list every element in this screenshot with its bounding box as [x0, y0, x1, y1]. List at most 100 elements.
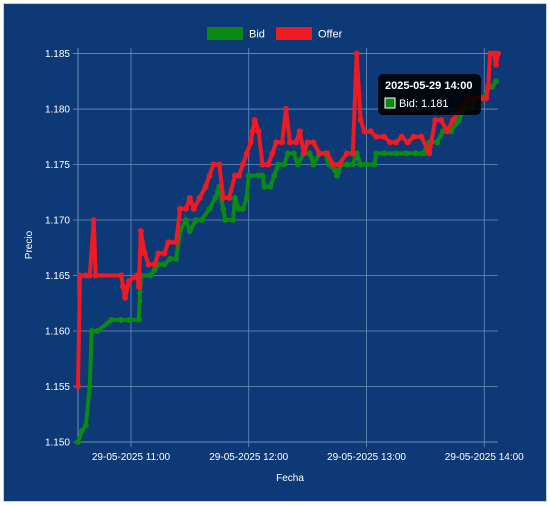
offer-point[interactable] [426, 150, 432, 156]
bid-point[interactable] [220, 206, 226, 212]
bid-point[interactable] [118, 317, 124, 323]
bid-point[interactable] [95, 328, 101, 334]
bid-point[interactable] [334, 173, 340, 179]
offer-point[interactable] [75, 384, 81, 390]
offer-point[interactable] [183, 206, 189, 212]
bid-point[interactable] [350, 162, 356, 168]
offer-point[interactable] [126, 278, 132, 284]
bid-point[interactable] [87, 384, 93, 390]
offer-point[interactable] [354, 51, 360, 57]
bid-point[interactable] [344, 162, 350, 168]
bid-point[interactable] [183, 217, 189, 223]
bid-point[interactable] [358, 162, 364, 168]
offer-point[interactable] [244, 150, 250, 156]
bid-point[interactable] [232, 195, 238, 201]
offer-point[interactable] [197, 195, 203, 201]
offer-point[interactable] [216, 162, 222, 168]
offer-point[interactable] [152, 261, 158, 267]
bid-point[interactable] [393, 150, 399, 156]
bid-point[interactable] [212, 195, 218, 201]
offer-point[interactable] [118, 273, 124, 279]
offer-point[interactable] [493, 62, 499, 68]
offer-point[interactable] [483, 95, 489, 101]
bid-point[interactable] [89, 328, 95, 334]
bid-point[interactable] [403, 150, 409, 156]
bid-point[interactable] [126, 317, 132, 323]
offer-point[interactable] [358, 117, 364, 123]
bid-point[interactable] [311, 162, 317, 168]
bid-point[interactable] [230, 217, 236, 223]
offer-point[interactable] [250, 128, 256, 134]
offer-point[interactable] [134, 273, 140, 279]
bid-point[interactable] [173, 256, 179, 262]
offer-point[interactable] [450, 117, 456, 123]
offer-point[interactable] [248, 139, 254, 145]
bid-point[interactable] [295, 162, 301, 168]
offer-point[interactable] [252, 117, 258, 123]
offer-point[interactable] [91, 217, 97, 223]
bid-point[interactable] [373, 150, 379, 156]
legend[interactable]: Bid Offer [207, 27, 343, 41]
offer-point[interactable] [387, 139, 393, 145]
bid-point[interactable] [75, 439, 81, 445]
offer-point[interactable] [367, 128, 373, 134]
bid-point[interactable] [307, 150, 313, 156]
bid-point[interactable] [259, 173, 265, 179]
offer-point[interactable] [220, 195, 226, 201]
bid-point[interactable] [152, 267, 158, 273]
offer-point[interactable] [142, 250, 148, 256]
offer-point[interactable] [273, 139, 279, 145]
offer-point[interactable] [485, 84, 491, 90]
offer-point[interactable] [283, 106, 289, 112]
offer-point[interactable] [495, 51, 501, 57]
bid-point[interactable] [193, 217, 199, 223]
offer-point[interactable] [146, 261, 152, 267]
offer-point[interactable] [120, 284, 126, 290]
offer-point[interactable] [350, 150, 356, 156]
offer-point[interactable] [187, 195, 193, 201]
offer-point[interactable] [177, 206, 183, 212]
bid-point[interactable] [281, 162, 287, 168]
bid-point[interactable] [271, 173, 277, 179]
offer-point[interactable] [381, 134, 387, 140]
bid-point[interactable] [413, 150, 419, 156]
bid-point[interactable] [275, 162, 281, 168]
bid-point[interactable] [261, 184, 267, 190]
bid-point[interactable] [206, 206, 212, 212]
bid-point[interactable] [108, 317, 114, 323]
offer-point[interactable] [138, 228, 144, 234]
offer-point[interactable] [405, 139, 411, 145]
offer-point[interactable] [305, 139, 311, 145]
offer-point[interactable] [411, 134, 417, 140]
offer-point[interactable] [344, 150, 350, 156]
bid-point[interactable] [434, 139, 440, 145]
offer-point[interactable] [161, 250, 167, 256]
offer-point[interactable] [311, 139, 317, 145]
bid-point[interactable] [246, 173, 252, 179]
offer-point[interactable] [293, 139, 299, 145]
bid-point[interactable] [364, 162, 370, 168]
offer-point[interactable] [393, 139, 399, 145]
offer-point[interactable] [136, 284, 142, 290]
offer-point[interactable] [226, 195, 232, 201]
offer-point[interactable] [191, 206, 197, 212]
offer-point[interactable] [259, 162, 265, 168]
offer-point[interactable] [444, 128, 450, 134]
bid-point[interactable] [240, 206, 246, 212]
offer-point[interactable] [287, 139, 293, 145]
offer-point[interactable] [297, 128, 303, 134]
bid-point[interactable] [381, 150, 387, 156]
offer-point[interactable] [87, 273, 93, 279]
bid-point[interactable] [420, 150, 426, 156]
bid-point[interactable] [222, 217, 228, 223]
bid-point[interactable] [187, 228, 193, 234]
offer-point[interactable] [93, 273, 99, 279]
legend-item-offer[interactable]: Offer [276, 27, 343, 41]
offer-point[interactable] [236, 173, 242, 179]
offer-point[interactable] [77, 273, 83, 279]
offer-point[interactable] [240, 162, 246, 168]
offer-point[interactable] [316, 150, 322, 156]
offer-point[interactable] [173, 239, 179, 245]
offer-point[interactable] [269, 150, 275, 156]
